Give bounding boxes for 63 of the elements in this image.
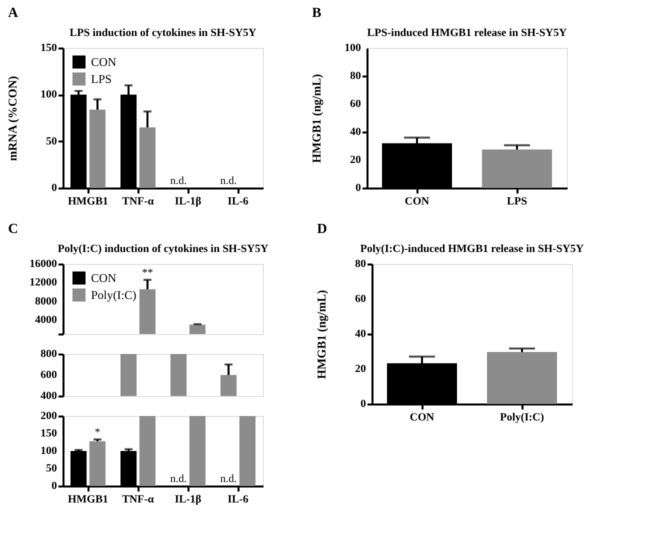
- y-tick-label: 0: [52, 182, 58, 194]
- x-tick-label: TNF-α: [122, 494, 155, 506]
- text: n.d.: [170, 175, 187, 187]
- legend-label: LPS: [91, 72, 112, 86]
- x-tick-label: TNF-α: [122, 196, 155, 208]
- y-tick-label: 0: [360, 398, 366, 410]
- y-tick-label: 16000: [30, 258, 58, 270]
- y-tick-label: 100: [40, 445, 58, 457]
- y-tick-label: 150: [40, 428, 58, 440]
- y-tick-label: 0: [356, 182, 362, 194]
- data-label: *: [94, 426, 100, 438]
- y-tick-label: 0: [52, 480, 58, 492]
- y-tick-label: 600: [40, 369, 58, 381]
- x-tick-label: HMGB1: [68, 196, 108, 208]
- y-tick-label: 40: [350, 126, 362, 138]
- text: A: [8, 6, 19, 21]
- bar: [239, 416, 256, 486]
- bar: [89, 110, 106, 188]
- y-tick-label: 4000: [35, 314, 58, 326]
- x-tick-label: LPS: [506, 196, 528, 208]
- y-tick-label: 8000: [35, 295, 58, 308]
- bar: [189, 416, 206, 486]
- text: B: [312, 6, 322, 21]
- text: D: [317, 222, 328, 237]
- y-tick-label: 60: [355, 293, 366, 305]
- chart-title: Poly(I:C) induction of cytokines in SH-SY5Y: [58, 243, 268, 255]
- y-tick-label: 40: [355, 328, 366, 340]
- text: n.d.: [220, 473, 237, 485]
- y-tick-label: 800: [40, 348, 58, 360]
- y-tick-label: 12000: [30, 276, 58, 289]
- data-label: **: [142, 266, 153, 279]
- y-tick-label: 100: [40, 88, 58, 101]
- y-axis-title: mRNA (%CON): [6, 76, 20, 161]
- y-axis-title: HMGB1 (ng/mL): [314, 290, 328, 379]
- y-tick-label: 50: [46, 462, 58, 474]
- y-tick-label: 50: [46, 135, 58, 148]
- bar: [139, 127, 156, 188]
- text: n.d.: [170, 473, 187, 485]
- y-tick-label: 80: [350, 70, 362, 82]
- x-tick-label: HMGB1: [68, 494, 108, 506]
- chart-title: LPS-induced HMGB1 release in SH-SY5Y: [367, 27, 567, 39]
- chart-title: Poly(I:C)-induced HMGB1 release in SH-SY5Y: [360, 243, 584, 255]
- x-tick-label: IL-1β: [174, 494, 202, 506]
- y-tick-label: 150: [40, 42, 58, 54]
- x-tick-label: CON: [404, 196, 430, 208]
- y-tick-label: 80: [355, 258, 366, 270]
- y-tick-label: 100: [344, 42, 362, 54]
- text: C: [8, 222, 18, 237]
- legend-label: CON: [91, 55, 117, 69]
- legend-label: CON: [91, 271, 117, 285]
- x-tick-label: IL-6: [228, 494, 249, 506]
- x-tick-label: IL-6: [228, 196, 249, 208]
- x-tick-label: IL-1β: [174, 196, 202, 208]
- y-axis-title: HMGB1 (ng/mL): [310, 74, 324, 163]
- legend-label: Poly(I:C): [91, 288, 136, 302]
- y-tick-label: 20: [350, 154, 362, 166]
- y-tick-label: 200: [40, 410, 58, 422]
- y-tick-label: 400: [40, 390, 58, 402]
- chart-title: LPS induction of cytokines in SH-SY5Y: [70, 27, 256, 39]
- y-tick-label: 20: [355, 363, 366, 375]
- bar: [139, 416, 156, 486]
- text: n.d.: [220, 175, 237, 187]
- y-tick-label: 60: [350, 98, 362, 110]
